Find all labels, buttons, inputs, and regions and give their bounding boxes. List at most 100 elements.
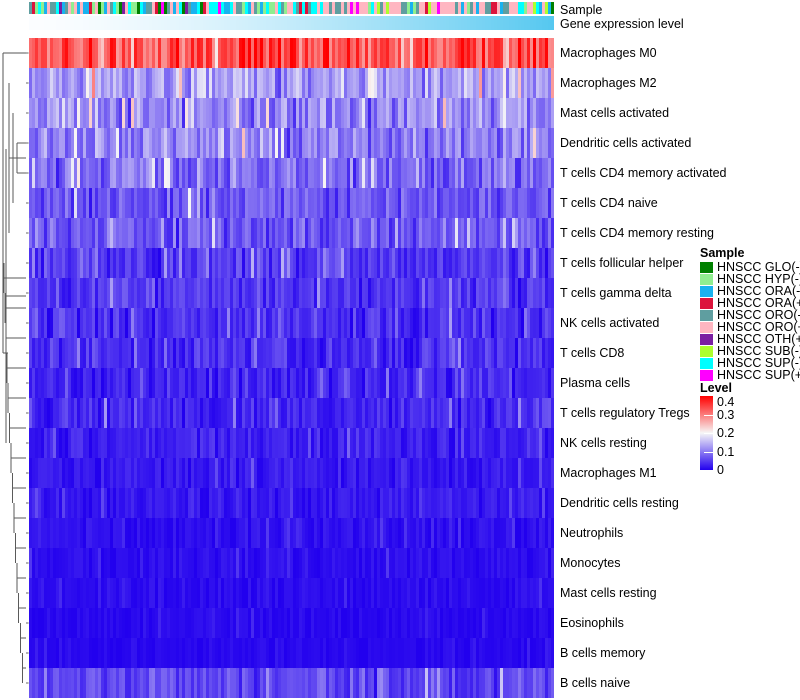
heatmap-cell — [473, 638, 476, 668]
heatmap-cell — [140, 188, 143, 218]
heatmap-cell — [428, 308, 431, 338]
heatmap-cell — [350, 338, 353, 368]
gene-expression-cell — [545, 16, 548, 30]
heatmap-cell — [83, 128, 86, 158]
heatmap-cell — [329, 398, 332, 428]
heatmap-row — [29, 458, 554, 488]
heatmap-cell — [506, 308, 509, 338]
heatmap-cell — [200, 278, 203, 308]
heatmap-cell — [251, 368, 254, 398]
heatmap-cell — [215, 188, 218, 218]
heatmap-cell — [275, 68, 278, 98]
heatmap-cell — [284, 338, 287, 368]
heatmap-cell — [389, 608, 392, 638]
heatmap-cell — [449, 578, 452, 608]
heatmap-cell — [77, 668, 80, 698]
heatmap-cell — [368, 638, 371, 668]
heatmap-cell — [311, 548, 314, 578]
heatmap-cell — [548, 188, 551, 218]
heatmap-cell — [266, 128, 269, 158]
heatmap-cell — [425, 38, 428, 68]
heatmap-cell — [302, 68, 305, 98]
heatmap-cell — [314, 668, 317, 698]
heatmap-cell — [104, 668, 107, 698]
heatmap-cell — [530, 398, 533, 428]
heatmap-cell — [497, 398, 500, 428]
heatmap-cell — [245, 518, 248, 548]
sample-annotation-cell — [98, 2, 101, 14]
heatmap-cell — [302, 398, 305, 428]
heatmap-cell — [344, 518, 347, 548]
heatmap-cell — [203, 398, 206, 428]
heatmap-cell — [80, 338, 83, 368]
heatmap-cell — [284, 608, 287, 638]
heatmap-cell — [395, 218, 398, 248]
heatmap-cell — [227, 68, 230, 98]
heatmap-cell — [257, 218, 260, 248]
heatmap-cell — [86, 428, 89, 458]
heatmap-cell — [179, 668, 182, 698]
heatmap-cell — [47, 638, 50, 668]
heatmap-cell — [458, 68, 461, 98]
heatmap-cell — [314, 398, 317, 428]
heatmap-cell — [311, 158, 314, 188]
heatmap-cell — [287, 488, 290, 518]
heatmap-cell — [440, 278, 443, 308]
heatmap-cell — [332, 128, 335, 158]
heatmap-cell — [515, 428, 518, 458]
heatmap-cell — [377, 68, 380, 98]
heatmap-cell — [170, 158, 173, 188]
heatmap-cell — [347, 338, 350, 368]
heatmap-cell — [164, 128, 167, 158]
heatmap-cell — [146, 278, 149, 308]
heatmap-cell — [86, 308, 89, 338]
heatmap-cell — [137, 458, 140, 488]
heatmap-cell — [38, 368, 41, 398]
heatmap-cell — [29, 158, 32, 188]
heatmap-cell — [188, 518, 191, 548]
heatmap-cell — [146, 548, 149, 578]
heatmap-cell — [146, 428, 149, 458]
heatmap-cell — [116, 458, 119, 488]
gene-expression-cell — [83, 16, 86, 30]
heatmap-cell — [263, 638, 266, 668]
heatmap-cell — [293, 338, 296, 368]
heatmap-cell — [404, 98, 407, 128]
heatmap-cell — [362, 218, 365, 248]
heatmap-cell — [74, 488, 77, 518]
heatmap-cell — [161, 638, 164, 668]
heatmap-cell — [503, 368, 506, 398]
heatmap-cell — [386, 428, 389, 458]
heatmap-cell — [104, 428, 107, 458]
heatmap-cell — [116, 518, 119, 548]
heatmap-cell — [185, 578, 188, 608]
heatmap-cell — [443, 218, 446, 248]
sample-annotation-cell — [506, 2, 509, 14]
heatmap-cell — [128, 518, 131, 548]
heatmap-cell — [287, 368, 290, 398]
heatmap-cell — [131, 248, 134, 278]
heatmap-cell — [74, 638, 77, 668]
heatmap-cell — [152, 368, 155, 398]
sample-annotation-cell — [272, 2, 275, 14]
heatmap-cell — [194, 638, 197, 668]
heatmap-cell — [551, 578, 554, 608]
heatmap-cell — [284, 578, 287, 608]
heatmap-cell — [116, 308, 119, 338]
heatmap-cell — [296, 68, 299, 98]
heatmap-cell — [542, 488, 545, 518]
heatmap-cell — [125, 518, 128, 548]
heatmap-cell — [83, 578, 86, 608]
heatmap-cell — [512, 638, 515, 668]
sample-annotation-cell — [266, 2, 269, 14]
heatmap-row — [29, 248, 554, 278]
heatmap-cell — [488, 578, 491, 608]
gene-expression-cell — [548, 16, 551, 30]
heatmap-cell — [140, 248, 143, 278]
heatmap-cell — [203, 668, 206, 698]
heatmap-cell — [344, 338, 347, 368]
heatmap-cell — [299, 158, 302, 188]
heatmap-cell — [206, 638, 209, 668]
heatmap-cell — [548, 38, 551, 68]
heatmap-cell — [413, 668, 416, 698]
